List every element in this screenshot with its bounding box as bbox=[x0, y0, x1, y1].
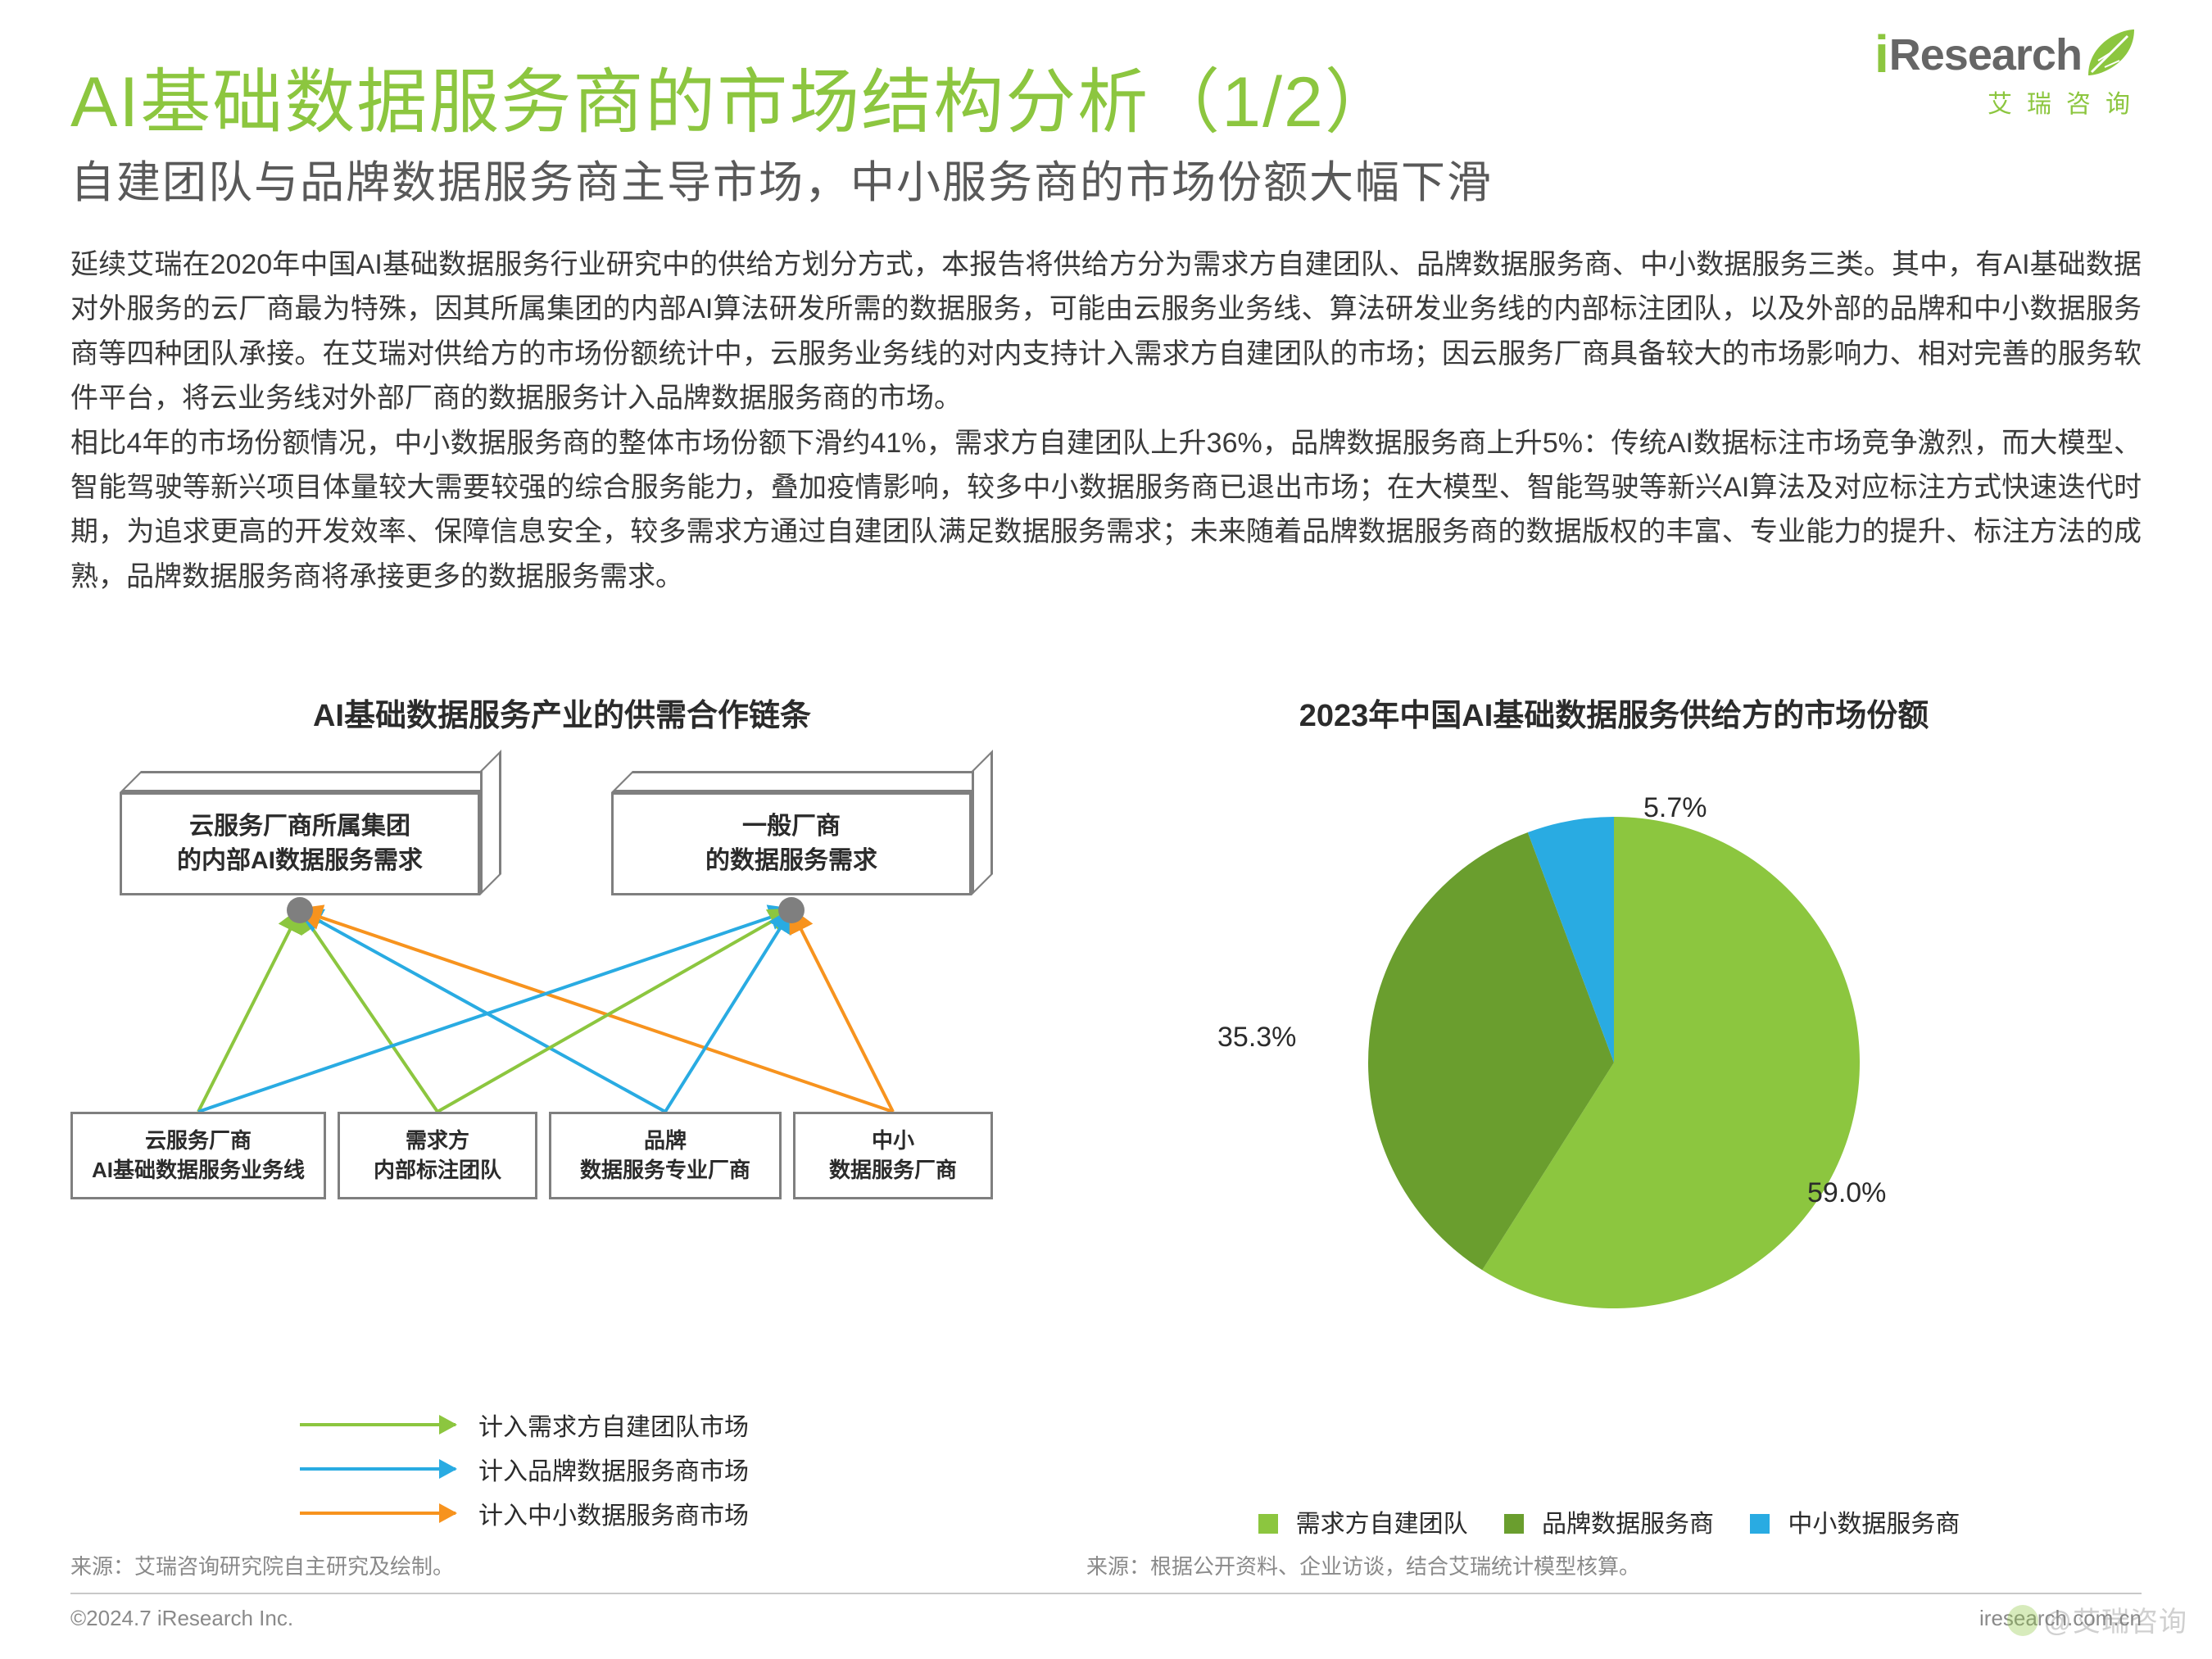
iresearch-logo: i Research 艾瑞咨询 bbox=[1874, 28, 2153, 120]
pie-value-label: 35.3% bbox=[1217, 1022, 1296, 1054]
charts-row: AI基础数据服务产业的供需合作链条 云服务厂商所属集团的内部AI数据服务需求 一般… bbox=[70, 690, 2142, 1580]
flow-title: AI基础数据服务产业的供需合作链条 bbox=[70, 690, 1054, 735]
flow-provider-prov-brand: 品牌数据服务专业厂商 bbox=[549, 1112, 782, 1199]
flow-legend-arrow-icon bbox=[300, 1512, 456, 1515]
flow-diagram: AI基础数据服务产业的供需合作链条 云服务厂商所属集团的内部AI数据服务需求 一般… bbox=[70, 690, 1054, 1580]
pie-legend-a: 需求方自建团队 bbox=[1296, 1511, 1468, 1538]
flow-edge bbox=[198, 910, 791, 1112]
logo-leaf-icon bbox=[2087, 28, 2136, 77]
flow-legend: 计入需求方自建团队市场计入品牌数据服务商市场计入中小数据服务商市场 bbox=[300, 1407, 749, 1539]
flow-edge bbox=[300, 910, 665, 1112]
flow-demand-demand-cloud: 云服务厂商所属集团的内部AI数据服务需求 bbox=[120, 792, 480, 895]
flow-legend-label: 计入品牌数据服务商市场 bbox=[478, 1451, 749, 1487]
flow-legend-row: 计入品牌数据服务商市场 bbox=[300, 1451, 749, 1487]
flow-converge-dot bbox=[778, 897, 805, 923]
footer: ©2024.7 iResearch Inc. iresearch.com.cn bbox=[70, 1593, 2142, 1631]
pie-legend-sq-a bbox=[1258, 1514, 1278, 1534]
pie-source: 来源：根据公开资料、企业访谈，结合艾瑞统计模型核算。 bbox=[1086, 1550, 1640, 1580]
pie-chart: 2023年中国AI基础数据服务供给方的市场份额 59.0% 35.3% 5.7% 需… bbox=[1086, 690, 2142, 1580]
pie-value-label: 59.0% bbox=[1807, 1177, 1886, 1209]
watermark-text: @艾瑞咨询 bbox=[2043, 1607, 2187, 1638]
pie-legend-b: 品牌数据服务商 bbox=[1542, 1511, 1714, 1538]
pie-title: 2023年中国AI基础数据服务供给方的市场份额 bbox=[1086, 690, 2142, 735]
flow-provider-prov-self: 需求方内部标注团队 bbox=[338, 1112, 537, 1199]
pie-legend-sq-b bbox=[1504, 1514, 1524, 1534]
flow-legend-label: 计入需求方自建团队市场 bbox=[478, 1407, 749, 1443]
logo-research: Research bbox=[1889, 33, 2082, 77]
flow-source: 来源：艾瑞咨询研究院自主研究及绘制。 bbox=[70, 1550, 454, 1580]
body-p2: 相比4年的市场份额情况，中小数据服务商的整体市场份额下滑约41%，需求方自建团队… bbox=[70, 421, 2142, 600]
report-slide: i Research 艾瑞咨询 AI基础数据服务商的市场结构分析（1/2） 自建… bbox=[0, 0, 2212, 1659]
body-p1: 延续艾瑞在2020年中国AI基础数据服务行业研究中的供给方划分方式，本报告将供给… bbox=[70, 243, 2142, 421]
flow-legend-row: 计入中小数据服务商市场 bbox=[300, 1495, 749, 1531]
watermark-icon bbox=[2007, 1605, 2038, 1636]
flow-provider-prov-sme: 中小数据服务厂商 bbox=[793, 1112, 993, 1199]
page-title: AI基础数据服务商的市场结构分析（1/2） bbox=[70, 44, 1397, 147]
flow-legend-arrow-icon bbox=[300, 1423, 456, 1426]
page-subtitle: 自建团队与品牌数据服务商主导市场，中小服务商的市场份额大幅下滑 bbox=[70, 146, 1493, 211]
pie-canvas: 59.0% 35.3% 5.7% bbox=[1086, 751, 2142, 1407]
pie-legend-sq-c bbox=[1750, 1514, 1770, 1534]
pie-legend-c: 中小数据服务商 bbox=[1788, 1511, 1960, 1538]
flow-demand-demand-general: 一般厂商的数据服务需求 bbox=[611, 792, 972, 895]
flow-edge bbox=[300, 910, 437, 1112]
footer-copyright: ©2024.7 iResearch Inc. bbox=[70, 1606, 293, 1631]
flow-legend-label: 计入中小数据服务商市场 bbox=[478, 1495, 749, 1531]
flow-legend-row: 计入需求方自建团队市场 bbox=[300, 1407, 749, 1443]
pie-value-label: 5.7% bbox=[1643, 792, 1707, 824]
flow-edge bbox=[665, 910, 791, 1112]
flow-canvas: 云服务厂商所属集团的内部AI数据服务需求 一般厂商的数据服务需求云服务厂商AI基础… bbox=[70, 751, 1054, 1407]
logo-i: i bbox=[1874, 28, 1889, 80]
flow-provider-prov-cloud: 云服务厂商AI基础数据服务业务线 bbox=[70, 1112, 326, 1199]
flow-legend-arrow-icon bbox=[300, 1467, 456, 1471]
weibo-watermark: @艾瑞咨询 bbox=[2007, 1599, 2187, 1639]
logo-cn: 艾瑞咨询 bbox=[1874, 84, 2153, 120]
flow-edge bbox=[300, 910, 893, 1112]
flow-converge-dot bbox=[287, 897, 313, 923]
pie-legend: 需求方自建团队 品牌数据服务商 中小数据服务商 bbox=[1086, 1503, 2142, 1539]
body-text: 延续艾瑞在2020年中国AI基础数据服务行业研究中的供给方划分方式，本报告将供给… bbox=[70, 243, 2142, 599]
